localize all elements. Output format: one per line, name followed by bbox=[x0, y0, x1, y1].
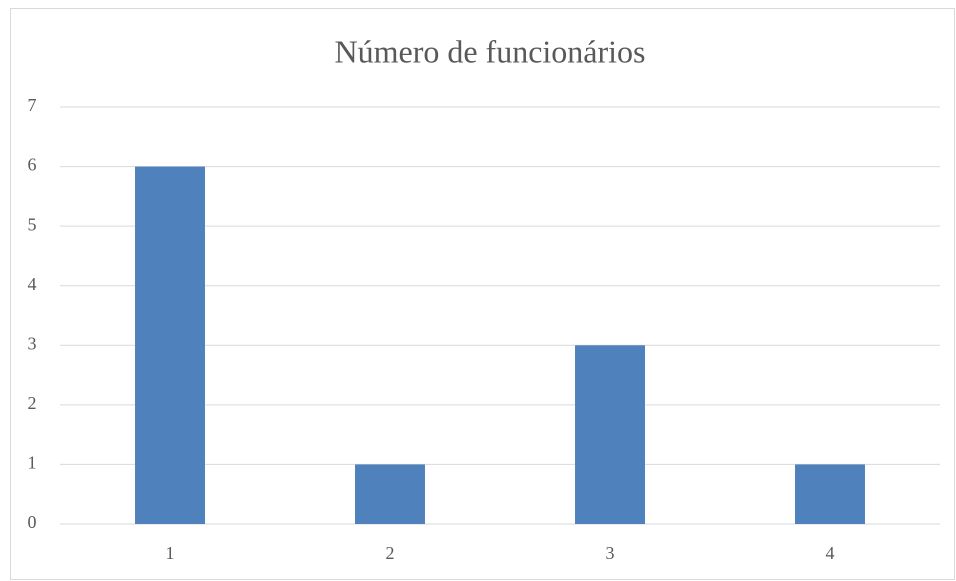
y-tick-label: 2 bbox=[28, 393, 37, 413]
bar bbox=[575, 345, 645, 524]
y-tick-label: 4 bbox=[28, 274, 37, 294]
bar bbox=[795, 464, 865, 524]
chart-title: Número de funcionários bbox=[334, 33, 645, 69]
y-tick-label: 6 bbox=[28, 155, 37, 175]
bar bbox=[355, 464, 425, 524]
x-tick-label: 1 bbox=[166, 543, 175, 563]
x-tick-label: 3 bbox=[606, 543, 615, 563]
y-tick-label: 0 bbox=[28, 512, 37, 532]
y-tick-label: 7 bbox=[28, 95, 37, 115]
bar bbox=[135, 166, 205, 525]
y-tick-label: 5 bbox=[28, 214, 37, 234]
y-tick-label: 3 bbox=[28, 333, 37, 353]
x-tick-label: 2 bbox=[386, 543, 395, 563]
x-tick-label: 4 bbox=[826, 543, 835, 563]
y-tick-label: 1 bbox=[28, 453, 37, 473]
